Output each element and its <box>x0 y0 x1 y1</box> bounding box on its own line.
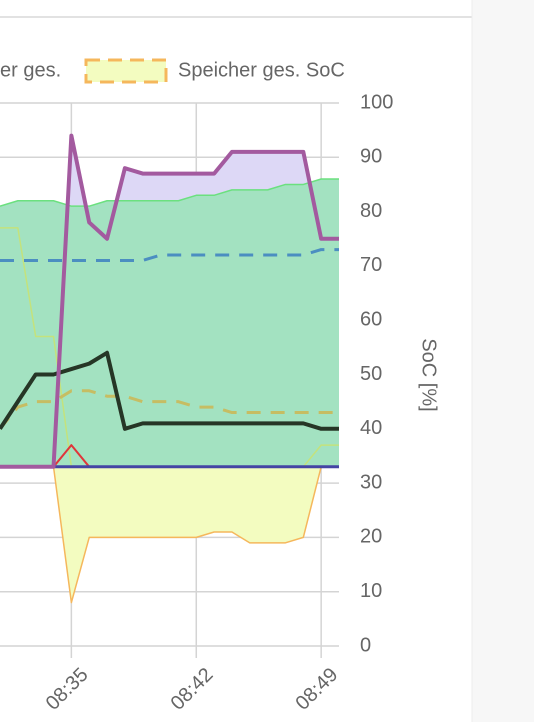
series-line <box>0 389 339 430</box>
x-tick-label: 08:35 <box>42 664 93 715</box>
legend-label: er ges. <box>0 59 61 81</box>
plot-area <box>0 102 339 658</box>
series-line <box>0 248 339 262</box>
y2-tick-label: 90 <box>360 146 382 168</box>
side-panel <box>472 0 534 722</box>
y2-tick-label: 40 <box>360 417 382 439</box>
y2-axis-label: SoC [%] <box>418 338 440 411</box>
series-line <box>0 178 339 207</box>
series-line <box>0 466 339 604</box>
y2-tick-label: 60 <box>360 308 382 330</box>
x-tick-label: 08:42 <box>167 664 218 715</box>
y2-tick-label: 70 <box>360 254 382 276</box>
y2-tick-label: 0 <box>360 634 371 656</box>
legend-label: Speicher ges. SoC <box>178 59 345 81</box>
y2-tick-label: 50 <box>360 363 382 385</box>
series-line <box>0 350 339 431</box>
area-fill <box>0 466 339 603</box>
series-line <box>0 133 339 469</box>
area-fill <box>0 179 339 467</box>
y2-tick-label: 80 <box>360 200 382 222</box>
y2-tick-label: 30 <box>360 471 382 493</box>
y2-tick-label: 10 <box>360 580 382 602</box>
x-tick-label: 08:49 <box>291 664 342 715</box>
legend-swatch <box>84 58 168 84</box>
y2-tick-label: 20 <box>360 526 382 548</box>
y2-tick-label: 100 <box>360 91 393 113</box>
